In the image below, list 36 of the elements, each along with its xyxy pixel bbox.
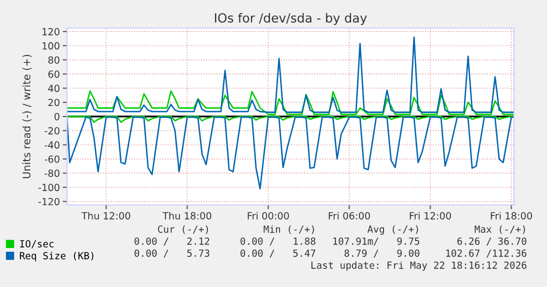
chart-title: IOs for /dev/sda - by day [214,12,367,26]
y-tick-label: -20 [44,127,60,134]
y-tick-label: -100 [38,184,60,192]
legend-label: IO/sec [20,240,54,248]
text: Max (-/+) [474,225,525,234]
y-tick-label: 80 [48,56,60,64]
text: 107.91m/ 9.75 [333,237,420,246]
text: 0.00 / 5.73 [134,249,210,258]
y-axis-title: Units read (-) / write (+) [22,54,32,178]
x-tick-label: Thu 12:00 [81,212,130,220]
y-tick-label: -120 [38,198,60,206]
text: 8.79 / 9.00 [344,249,420,258]
x-tick-label: Fri 06:00 [328,212,370,220]
y-tick-label: 0 [54,112,60,120]
y-tick-label: 40 [48,84,60,92]
y-tick-label: -60 [44,155,60,163]
y-tick-label: -80 [44,170,60,177]
text: Cur (-/+) [158,225,208,234]
text: 6.26 / 36.70 [457,237,526,246]
x-tick-label: Fri 00:00 [248,212,289,220]
y-tick-label: -40 [44,141,60,149]
text: 0.00 / 2.12 [134,237,210,246]
text: Last update: Fri May 22 18:16:12 2026 [311,261,526,271]
x-tick-label: Fri 12:00 [410,212,451,220]
text: Min (-/+) [264,225,314,234]
legend-label: Req Size (KB) [20,252,94,262]
text: Avg (-/+) [368,225,418,235]
y-tick-label: 60 [48,70,60,78]
text: 0.00 / 1.88 [240,237,316,246]
y-tick-label: 100 [42,42,60,50]
x-tick-label: Thu 18:00 [162,212,212,220]
text: 0.00 / 5.47 [240,249,316,258]
y-tick-label: 120 [42,28,60,36]
x-tick-label: Fri 18:00 [490,212,532,220]
text: 102.67 /112.36 [446,249,526,258]
y-tick-label: 20 [48,98,60,106]
